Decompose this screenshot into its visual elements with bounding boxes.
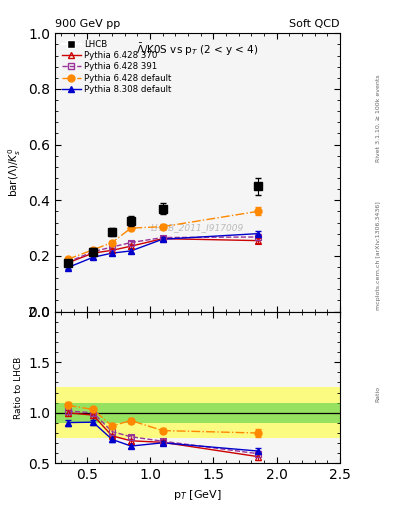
Y-axis label: bar($\Lambda$)/$K^0_s$: bar($\Lambda$)/$K^0_s$ bbox=[6, 147, 23, 197]
Bar bbox=[55, 388, 340, 438]
Text: Soft QCD: Soft QCD bbox=[290, 19, 340, 29]
Text: 900 GeV pp: 900 GeV pp bbox=[55, 19, 120, 29]
Text: Rivet 3.1.10, ≥ 100k events: Rivet 3.1.10, ≥ 100k events bbox=[376, 74, 380, 162]
Text: $\bar{\Lambda}$/K0S vs p$_{T}$ (2 < y < 4): $\bar{\Lambda}$/K0S vs p$_{T}$ (2 < y < … bbox=[136, 41, 259, 58]
Legend: LHCB, Pythia 6.428 370, Pythia 6.428 391, Pythia 6.428 default, Pythia 8.308 def: LHCB, Pythia 6.428 370, Pythia 6.428 391… bbox=[59, 37, 174, 96]
X-axis label: p$_{T}$ [GeV]: p$_{T}$ [GeV] bbox=[173, 488, 222, 502]
Text: LHCB_2011_I917009: LHCB_2011_I917009 bbox=[151, 224, 244, 232]
Bar bbox=[55, 402, 340, 423]
Text: mcplots.cern.ch [arXiv:1306.3436]: mcplots.cern.ch [arXiv:1306.3436] bbox=[376, 202, 380, 310]
Y-axis label: Ratio to LHCB: Ratio to LHCB bbox=[14, 356, 23, 419]
Text: Ratio: Ratio bbox=[376, 386, 380, 402]
